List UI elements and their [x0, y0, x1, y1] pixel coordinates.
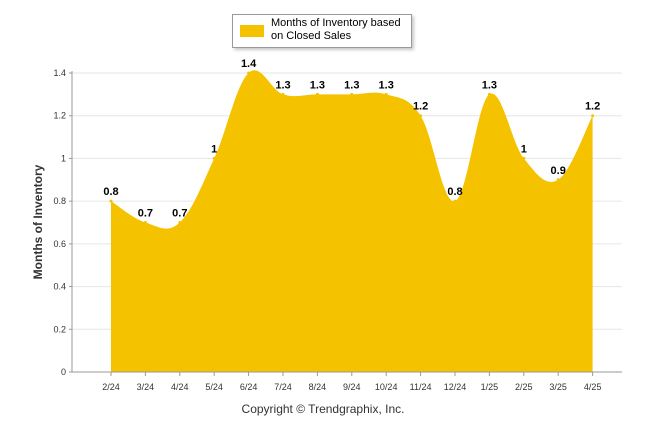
x-tick-label: 2/25 [515, 382, 533, 392]
data-label: 1 [211, 143, 217, 155]
data-label: 0.7 [172, 208, 187, 220]
axes: 0 0.2 0.4 0.6 0.8 1 1.2 1.4 2/24 3/24 4/24 5/24 6/24… [53, 68, 622, 392]
data-point [350, 92, 354, 96]
y-tick-label: 1.2 [53, 111, 66, 121]
data-point [384, 92, 388, 96]
area-series [109, 70, 595, 373]
x-tick-label: 11/24 [410, 382, 432, 392]
data-point [247, 71, 251, 75]
data-label: 0.8 [447, 186, 462, 198]
data-point [453, 199, 457, 203]
x-tick-label: 2/24 [102, 382, 120, 392]
data-label: 0.8 [103, 186, 118, 198]
x-tick-label: 9/24 [343, 382, 361, 392]
x-tick-label: 3/25 [549, 382, 567, 392]
data-label: 1.4 [241, 58, 257, 70]
data-point [522, 156, 526, 160]
data-point [143, 221, 147, 224]
y-tick-label: 0.2 [53, 324, 66, 334]
x-tick-label: 8/24 [309, 382, 327, 392]
data-point [178, 221, 182, 224]
y-tick-label: 0.8 [53, 196, 66, 206]
data-label: 1.3 [344, 79, 359, 91]
data-point [109, 199, 113, 203]
data-label: 0.7 [138, 208, 153, 220]
chart-legend: Months of Inventory based on Closed Sale… [232, 14, 412, 48]
legend-label: Months of Inventory based on Closed Sale… [271, 17, 401, 42]
y-tick-label: 1.4 [53, 68, 66, 78]
data-label: 1 [521, 143, 527, 155]
data-label: 0.9 [551, 165, 566, 177]
x-tick-label: 6/24 [240, 382, 258, 392]
x-tick-label: 7/24 [274, 382, 292, 392]
y-tick-label: 0.4 [53, 282, 66, 292]
y-tick-label: 0.6 [53, 239, 66, 249]
legend-swatch [240, 25, 264, 37]
data-labels: 0.8 0.7 0.7 1 1.4 1.3 1.3 1.3 1.3 1.2 0.8 1.3 1 0.9 1.… [103, 58, 600, 220]
x-tick-label: 10/24 [375, 382, 398, 392]
data-point [212, 156, 216, 160]
data-point [281, 92, 285, 96]
data-point [315, 92, 319, 96]
data-label: 1.3 [482, 79, 497, 91]
data-point [487, 92, 491, 96]
y-axis-title: Months of Inventory [31, 164, 45, 279]
x-tick-label: 1/25 [481, 382, 499, 392]
data-point [591, 114, 595, 118]
data-point [556, 178, 560, 182]
data-label: 1.3 [379, 79, 394, 91]
x-tick-label: 12/24 [444, 382, 467, 392]
x-tick-label: 4/24 [171, 382, 189, 392]
y-tick-label: 0 [61, 367, 66, 377]
y-tick-label: 1 [61, 153, 66, 163]
data-label: 1.2 [585, 101, 600, 113]
data-label: 1.3 [310, 79, 325, 91]
copyright-text: Copyright © Trendgraphix, Inc. [241, 402, 405, 416]
x-tick-label: 4/25 [584, 382, 602, 392]
data-point [419, 114, 423, 118]
area-fill [111, 70, 593, 373]
x-tick-label: 3/24 [137, 382, 155, 392]
x-tick-label: 5/24 [205, 382, 223, 392]
data-label: 1.3 [275, 79, 290, 91]
data-label: 1.2 [413, 101, 428, 113]
